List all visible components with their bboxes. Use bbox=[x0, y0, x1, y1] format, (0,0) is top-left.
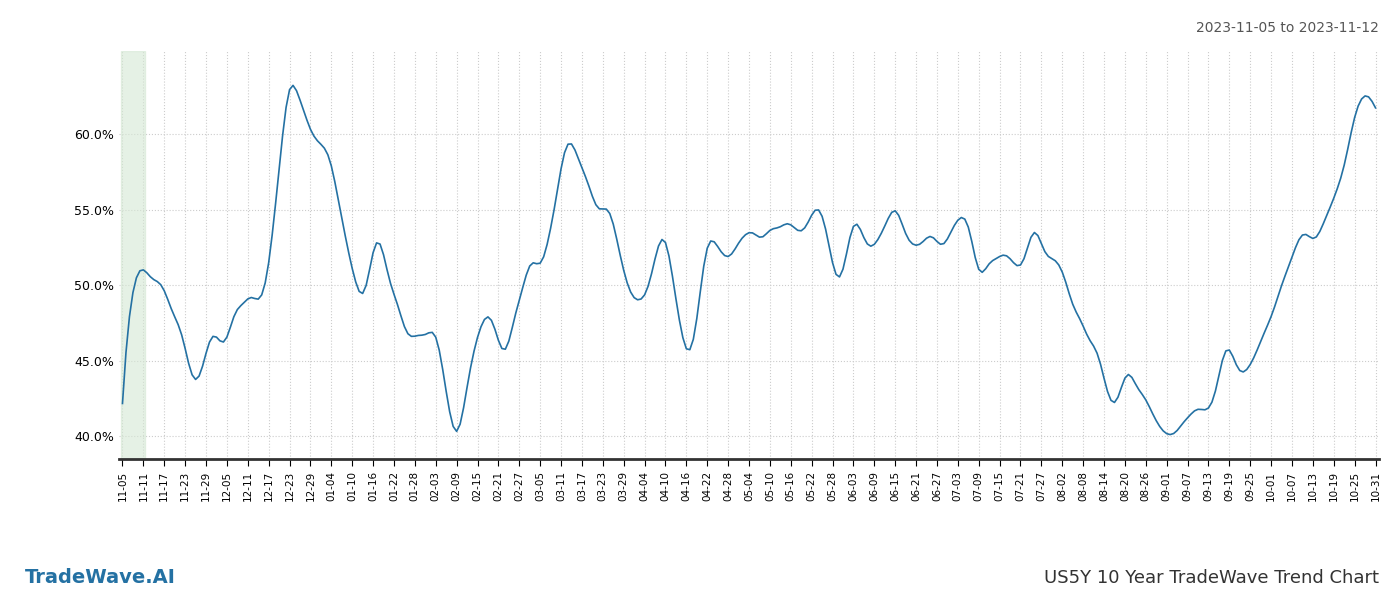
Text: US5Y 10 Year TradeWave Trend Chart: US5Y 10 Year TradeWave Trend Chart bbox=[1044, 569, 1379, 587]
Bar bbox=[120, 51, 146, 459]
Text: 2023-11-05 to 2023-11-12: 2023-11-05 to 2023-11-12 bbox=[1196, 21, 1379, 35]
Text: TradeWave.AI: TradeWave.AI bbox=[25, 568, 176, 587]
